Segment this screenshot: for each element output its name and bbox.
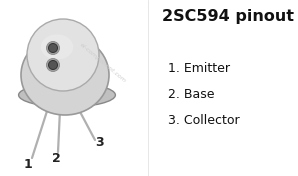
Text: el-component.com: el-component.com: [79, 42, 127, 84]
Ellipse shape: [21, 35, 109, 115]
Ellipse shape: [18, 83, 115, 107]
Text: 2SC594 pinout: 2SC594 pinout: [162, 8, 294, 24]
Text: 3: 3: [96, 137, 104, 149]
Text: 1. Emitter: 1. Emitter: [168, 61, 230, 74]
Circle shape: [46, 58, 60, 71]
Circle shape: [49, 43, 58, 52]
Text: 3. Collector: 3. Collector: [168, 114, 240, 127]
Circle shape: [49, 61, 58, 70]
Ellipse shape: [41, 34, 73, 60]
Circle shape: [27, 19, 99, 91]
Circle shape: [46, 42, 60, 55]
Text: 1: 1: [24, 159, 32, 171]
Text: 2: 2: [52, 152, 60, 165]
Text: 2. Base: 2. Base: [168, 89, 215, 102]
